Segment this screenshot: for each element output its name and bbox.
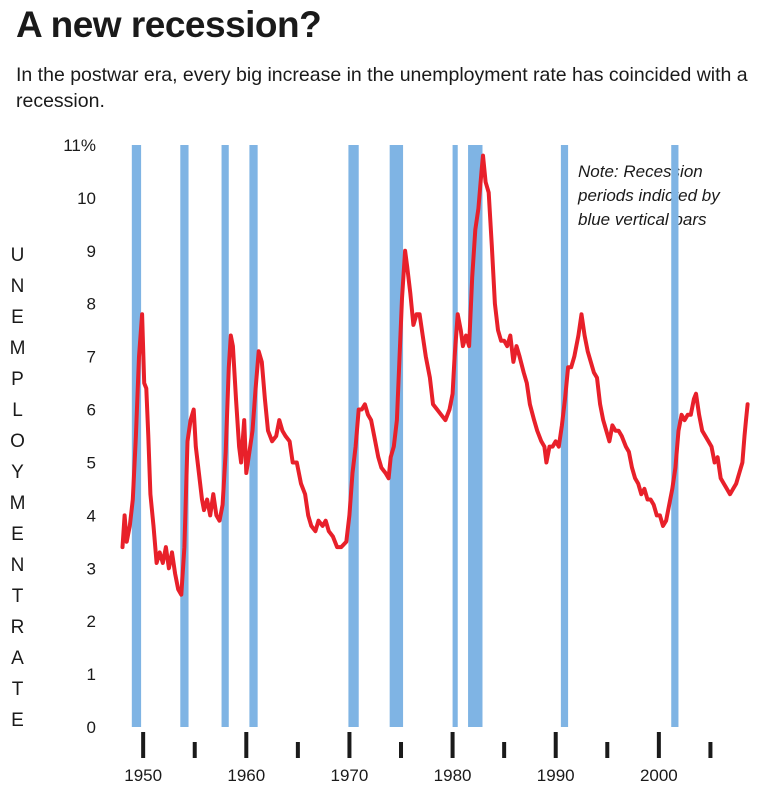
y-tick-label: 1 [87, 665, 96, 684]
y-tick-label: 3 [87, 559, 96, 578]
x-tick-label: 1970 [331, 766, 369, 785]
x-tick-label: 1990 [537, 766, 575, 785]
chart-title: A new recession? [16, 4, 322, 45]
x-minor-tick [605, 742, 610, 758]
x-axis-ticks: 1950 1960 1970 1980 1990 2000 [124, 732, 713, 785]
y-tick-label: 10 [77, 189, 96, 208]
recession-bar [671, 145, 679, 727]
recession-bar [452, 145, 458, 727]
x-minor-tick [502, 742, 507, 758]
y-tick-label: 4 [87, 506, 96, 525]
x-minor-tick [192, 742, 197, 758]
y-tick-label: 2 [87, 612, 96, 631]
recession-bar [560, 145, 569, 727]
x-major-tick [656, 732, 661, 758]
x-minor-tick [708, 742, 713, 758]
x-tick-label: 2000 [640, 766, 678, 785]
chart-subtitle: In the postwar era, every big increase i… [16, 64, 748, 112]
unemployment-line [120, 153, 750, 597]
recession-bars [131, 145, 679, 727]
y-tick-label: 9 [87, 242, 96, 261]
recession-bar [348, 145, 359, 727]
y-axis-ticks: 0 1 2 3 4 5 6 7 8 9 10 11% [63, 136, 96, 737]
x-major-tick [347, 732, 352, 758]
x-major-tick [450, 732, 455, 758]
y-tick-label: 7 [87, 348, 96, 367]
x-minor-tick [295, 742, 300, 758]
x-tick-label: 1980 [434, 766, 472, 785]
y-tick-label: 8 [87, 295, 96, 314]
x-minor-tick [399, 742, 404, 758]
x-major-tick [553, 732, 558, 758]
recession-bar [180, 145, 189, 727]
x-tick-label: 1960 [227, 766, 265, 785]
y-tick-label: 5 [87, 453, 96, 472]
x-tick-label: 1950 [124, 766, 162, 785]
y-tick-label: 11% [63, 136, 96, 155]
x-major-tick [244, 732, 249, 758]
y-tick-label: 0 [87, 718, 96, 737]
y-tick-label: 6 [87, 401, 96, 420]
note-line: periods indicted by [578, 186, 720, 205]
y-axis-label: UNEMPLOYMENT RATE [9, 245, 35, 731]
x-major-tick [141, 732, 146, 758]
